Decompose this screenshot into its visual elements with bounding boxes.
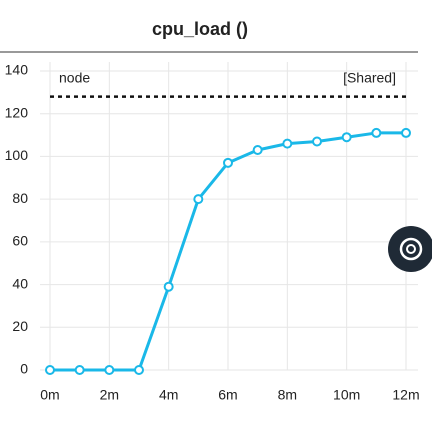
- y-tick-label: 40: [12, 275, 28, 291]
- point: [341, 132, 352, 143]
- button-icon[interactable]: [399, 237, 423, 261]
- chart-title: cpu_load (): [152, 19, 248, 39]
- y-tick-label: 60: [12, 233, 28, 249]
- button-icon-inner[interactable]: [406, 244, 416, 254]
- point: [371, 127, 382, 138]
- button-circle[interactable]: [388, 226, 432, 272]
- point: [45, 365, 55, 375]
- y-tick-label: 20: [12, 318, 28, 334]
- point: [193, 194, 204, 205]
- point: [104, 365, 115, 375]
- point: [282, 138, 293, 149]
- reference-right-label: [Shared]: [343, 69, 396, 85]
- floating-button[interactable]: [388, 226, 432, 272]
- x-tick-label: 10m: [333, 387, 360, 403]
- reference-label: node: [59, 69, 90, 85]
- x-tick-label: 12m: [392, 387, 419, 403]
- y-tick-label: 100: [5, 147, 29, 163]
- point: [252, 145, 263, 156]
- x-tick-label: 2m: [100, 387, 119, 403]
- point: [74, 365, 85, 375]
- point: [134, 365, 144, 375]
- point: [312, 136, 322, 147]
- point: [223, 157, 233, 168]
- x-tick-label: 6m: [218, 387, 237, 403]
- point: [163, 281, 174, 292]
- x-tick-label: 4m: [159, 387, 178, 403]
- y-tick-label: 80: [12, 190, 28, 206]
- y-tick-label: 120: [5, 104, 29, 120]
- y-tick-label: 0: [20, 361, 28, 377]
- point: [401, 127, 411, 138]
- y-tick-label: 140: [5, 62, 29, 78]
- x-tick-label: 0m: [40, 387, 59, 403]
- x-tick-label: 8m: [278, 387, 297, 403]
